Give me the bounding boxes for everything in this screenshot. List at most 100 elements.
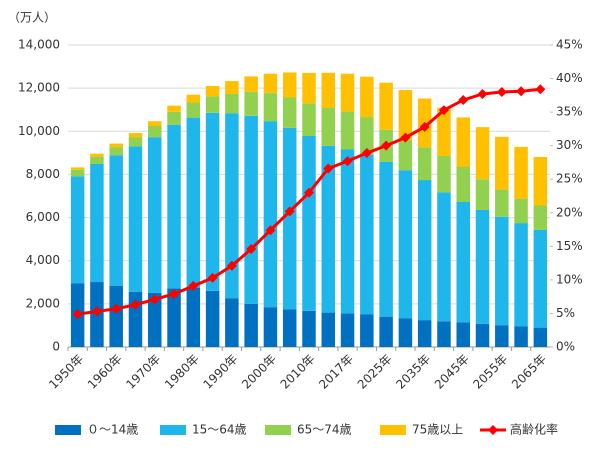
legend-swatch (380, 425, 406, 435)
bar-segment (244, 91, 258, 116)
legend-label: ０～14歳 (87, 423, 138, 437)
bar-segment (186, 102, 201, 118)
bar-segment (263, 93, 278, 122)
bar-segment (360, 154, 374, 315)
bar-segment (495, 325, 509, 347)
bar-segment (148, 121, 162, 127)
bar-segment (340, 313, 355, 347)
line-marker (130, 299, 141, 310)
line-marker (284, 206, 295, 217)
line-marker (246, 244, 257, 255)
bar-segment (70, 176, 85, 284)
bar-segment (109, 143, 123, 148)
bar-segment (302, 310, 316, 347)
bar-segment (70, 167, 85, 170)
line-marker (207, 272, 218, 283)
line-marker (265, 225, 276, 236)
legend-swatch (55, 425, 81, 435)
bar-segment (360, 117, 374, 155)
y-tick-label: 12,000 (18, 81, 60, 95)
bar-segment (475, 209, 490, 324)
bar-segment (514, 326, 528, 347)
bar-segment (205, 96, 220, 113)
bar-segment (321, 72, 336, 109)
bar-segment (360, 314, 374, 347)
y2-tick-label: 45% (556, 38, 583, 52)
x-tick-label: 1950年 (46, 352, 86, 392)
bar-segment (263, 307, 278, 347)
legend-swatch (488, 425, 498, 435)
bar-segment (360, 76, 374, 118)
line-marker (188, 280, 199, 291)
bar-segment (167, 288, 181, 347)
bar-segment (456, 117, 470, 167)
bar-segment (340, 73, 355, 112)
bar-segment (148, 137, 162, 293)
bar-segment (302, 135, 316, 311)
legend-swatch (160, 425, 186, 435)
y-tick-label: 8,000 (26, 167, 60, 181)
x-tick-label: 1970年 (123, 352, 163, 392)
bar-segment (90, 163, 104, 283)
bar-segment (495, 216, 509, 326)
x-tick-label: 1990年 (200, 352, 240, 392)
line-marker (496, 86, 507, 97)
bar-segment (302, 103, 316, 136)
bar-segment (533, 205, 548, 230)
bar-segment (225, 298, 239, 347)
bar-segment (475, 323, 490, 347)
bar-segment (379, 316, 393, 347)
bar-segment (205, 86, 220, 97)
bar-segment (128, 137, 143, 147)
line-marker (169, 288, 180, 299)
bar-segment (437, 107, 451, 157)
legend-label: 65～74歳 (297, 423, 352, 437)
bar-segment (514, 198, 528, 224)
bar-segment (148, 126, 162, 138)
bar-segment (244, 115, 258, 304)
bar-segment (475, 179, 490, 210)
bar-segment (90, 153, 104, 157)
bar-segment (205, 290, 220, 347)
bar-segment (186, 94, 201, 103)
line-marker (361, 148, 372, 159)
y-tick-label: 2,000 (26, 296, 60, 310)
x-tick-label: 1960年 (85, 352, 125, 392)
bar-segment (533, 156, 548, 206)
bar-segment (437, 321, 451, 347)
bar-segment (321, 108, 336, 146)
x-tick-label: 2065年 (509, 352, 549, 392)
line-marker (458, 95, 469, 106)
line-marker (304, 187, 314, 198)
bar-segment (109, 155, 123, 286)
bar-segment (70, 169, 85, 177)
y-tick-label: 4,000 (26, 253, 60, 267)
bar-segment (263, 121, 278, 308)
bar-segment (225, 93, 239, 114)
y2-tick-label: 15% (556, 239, 583, 253)
bar-segment (379, 161, 393, 317)
bar-segment (128, 133, 143, 138)
bar-segment (282, 72, 297, 98)
x-tick-label: 2017年 (316, 352, 356, 392)
x-tick-label: 2010年 (278, 352, 318, 392)
bar-segment (321, 312, 336, 347)
line-marker (419, 121, 430, 132)
bar-segment (302, 72, 316, 104)
bar-segment (456, 322, 470, 347)
bar-segment (417, 147, 432, 181)
x-tick-label: 2055年 (470, 352, 510, 392)
line-marker (516, 86, 527, 97)
bar-segment (379, 82, 393, 130)
bar-segment (533, 327, 548, 347)
bar-segment (109, 147, 123, 156)
y2-tick-label: 25% (556, 172, 583, 186)
bar-segment (398, 318, 413, 347)
y2-tick-label: 30% (556, 138, 583, 152)
bar-segment (514, 146, 528, 199)
bar-segment (90, 156, 104, 164)
bar-segment (109, 285, 123, 347)
legend-label: 75歳以上 (412, 423, 463, 437)
bar-segment (186, 287, 201, 347)
bar-segment (167, 111, 181, 125)
